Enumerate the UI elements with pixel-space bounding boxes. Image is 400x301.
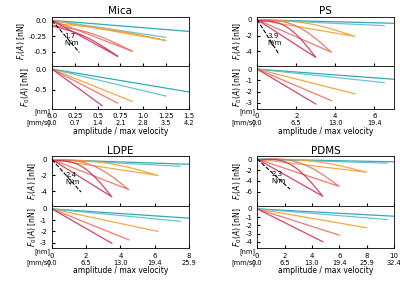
Text: 4.2: 4.2 <box>184 120 194 126</box>
Text: [mm/s]: [mm/s] <box>231 119 255 126</box>
Title: PS: PS <box>319 6 332 16</box>
Y-axis label: $F_r(A)$ [nN]: $F_r(A)$ [nN] <box>26 162 39 200</box>
Y-axis label: $F_r(A)$ [nN]: $F_r(A)$ [nN] <box>232 22 244 60</box>
Text: 19.4: 19.4 <box>367 120 382 126</box>
Text: 0.0: 0.0 <box>47 260 57 266</box>
Text: [mm/s]: [mm/s] <box>26 119 50 126</box>
Text: 2.1: 2.1 <box>115 120 126 126</box>
Text: 0.0: 0.0 <box>252 260 262 266</box>
Title: Mica: Mica <box>108 6 132 16</box>
Text: 2.8: 2.8 <box>138 120 148 126</box>
Text: 1.4: 1.4 <box>92 120 103 126</box>
Text: amplitude / max velocity: amplitude / max velocity <box>278 266 373 275</box>
Title: LDPE: LDPE <box>107 146 134 156</box>
Text: 25.9: 25.9 <box>182 260 196 266</box>
Text: 6.5: 6.5 <box>279 260 290 266</box>
Text: 32.4: 32.4 <box>387 260 400 266</box>
Text: [mm/s]: [mm/s] <box>231 259 255 266</box>
Y-axis label: $F_r(A)$ [nN]: $F_r(A)$ [nN] <box>15 22 28 60</box>
Text: 3.9
N/m: 3.9 N/m <box>268 33 282 46</box>
Text: 0.7: 0.7 <box>70 120 80 126</box>
Text: 13.0: 13.0 <box>328 120 343 126</box>
Y-axis label: $F_r(A)$ [nN]: $F_r(A)$ [nN] <box>232 162 244 200</box>
Y-axis label: $F_0(A)$ [nN]: $F_0(A)$ [nN] <box>232 67 244 107</box>
Text: amplitude / max velocity: amplitude / max velocity <box>73 127 168 136</box>
Text: amplitude / max velocity: amplitude / max velocity <box>73 266 168 275</box>
Text: 19.4: 19.4 <box>147 260 162 266</box>
Text: 13.0: 13.0 <box>305 260 319 266</box>
Text: [nm]: [nm] <box>239 108 255 115</box>
Y-axis label: $F_0(A)$ [nN]: $F_0(A)$ [nN] <box>26 207 39 247</box>
Text: 6.5: 6.5 <box>291 120 302 126</box>
Text: [mm/s]: [mm/s] <box>26 259 50 266</box>
Y-axis label: $F_0(A)$ [nN]: $F_0(A)$ [nN] <box>232 207 244 247</box>
Text: 13.0: 13.0 <box>113 260 128 266</box>
Text: 6.5: 6.5 <box>81 260 92 266</box>
Text: 3.5: 3.5 <box>161 120 171 126</box>
Text: [nm]: [nm] <box>239 248 255 255</box>
Text: 0.0: 0.0 <box>252 120 262 126</box>
Text: [nm]: [nm] <box>34 108 50 115</box>
Text: 0.0: 0.0 <box>47 120 57 126</box>
Text: amplitude / max velocity: amplitude / max velocity <box>278 127 373 136</box>
Text: 25.9: 25.9 <box>359 260 374 266</box>
Y-axis label: $F_0(A)$ [nN]: $F_0(A)$ [nN] <box>20 67 32 107</box>
Text: [nm]: [nm] <box>34 248 50 255</box>
Title: PDMS: PDMS <box>311 146 340 156</box>
Text: 2.4
N/m: 2.4 N/m <box>65 172 80 185</box>
Text: 2.3
N/m: 2.3 N/m <box>272 170 286 184</box>
Text: 1.7
N/m: 1.7 N/m <box>64 33 79 45</box>
Text: 19.4: 19.4 <box>332 260 346 266</box>
